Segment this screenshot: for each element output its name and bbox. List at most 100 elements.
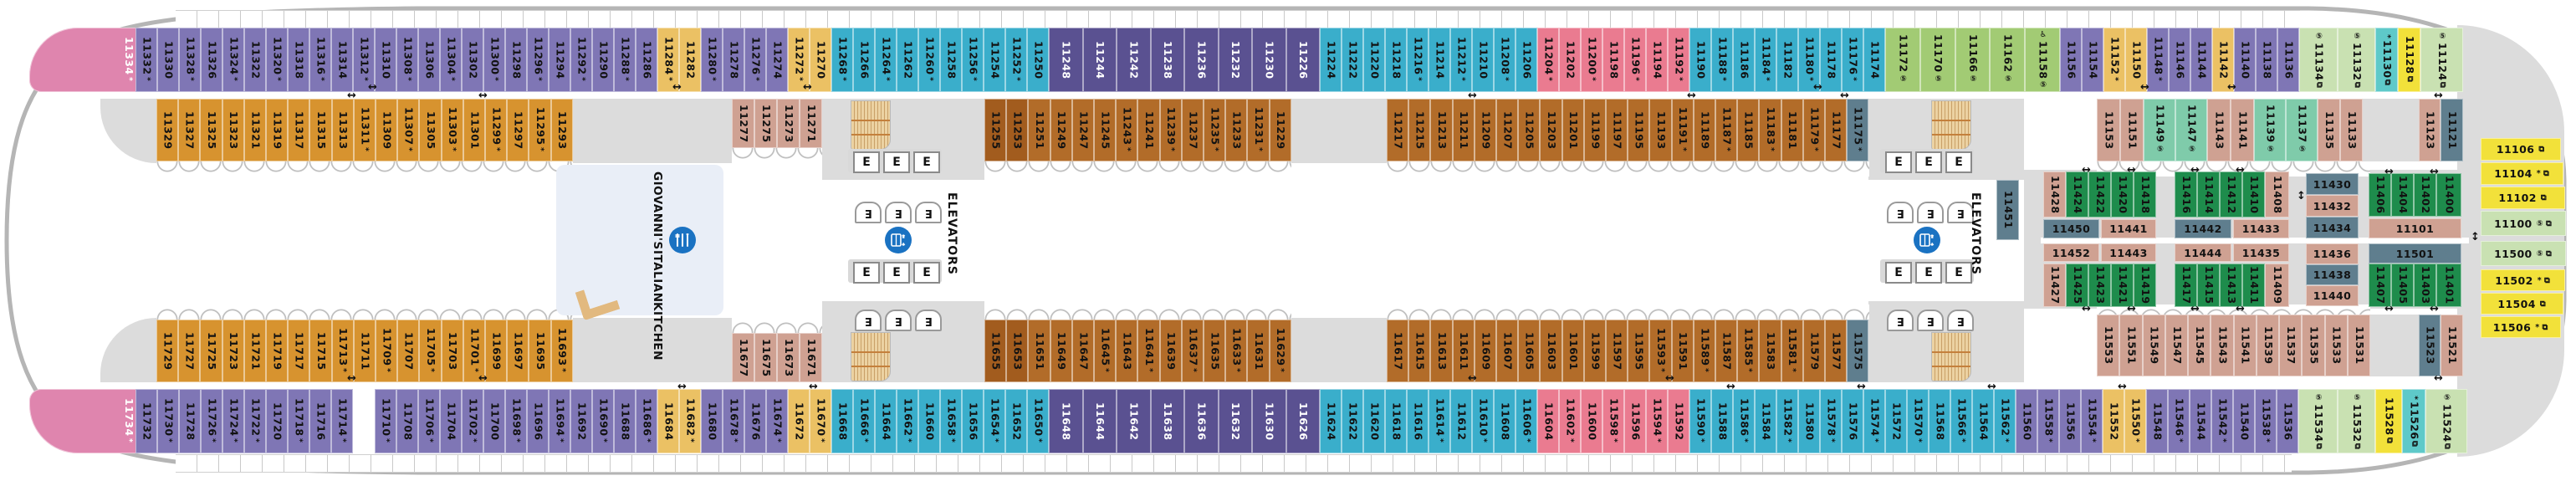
cabin-11705[interactable]: 11705* <box>419 320 442 382</box>
cabin-11136[interactable]: 11136 <box>2277 28 2299 92</box>
cabin-11617[interactable]: 11617 <box>1387 320 1409 382</box>
cabin-11703[interactable]: 11703 <box>441 320 463 382</box>
cabin-11181[interactable]: 11181 <box>1781 99 1803 161</box>
cabin-11622[interactable]: 11622 <box>1342 389 1363 453</box>
cabin-11400[interactable]: 11400 <box>2436 173 2461 217</box>
cabin-11682[interactable]: 11682* <box>679 389 701 453</box>
cabin-11276[interactable]: 11276* <box>744 28 766 92</box>
cabin-11322[interactable]: 11322 <box>244 28 266 92</box>
cabin-11245[interactable]: 11245 <box>1094 99 1117 161</box>
cabin-11653[interactable]: 11653 <box>1006 320 1029 382</box>
cabin-11104[interactable]: 11104 * ⧉ <box>2481 162 2563 185</box>
cabin-11644[interactable]: 11644 <box>1082 389 1117 453</box>
cabin-11696[interactable]: 11696 <box>527 389 549 453</box>
cabin-11206[interactable]: 11206 <box>1515 28 1537 92</box>
cabin-11697[interactable]: 11697 <box>507 320 529 382</box>
cabin-11451[interactable]: 11451 <box>1996 180 2019 240</box>
cabin-11214[interactable]: 11214 <box>1429 28 1450 92</box>
cabin-11417[interactable]: 11417 <box>2175 264 2197 307</box>
cabin-11152[interactable]: 11152* <box>2103 28 2125 92</box>
cabin-11262[interactable]: 11262 <box>897 28 918 92</box>
cabin-11213[interactable]: 11213 <box>1430 99 1453 161</box>
cabin-11302[interactable]: 11302 <box>462 28 483 92</box>
cabin-11218[interactable]: 11218 <box>1385 28 1407 92</box>
cabin-11440[interactable]: 11440 <box>2306 285 2359 306</box>
cabin-11534[interactable]: ⑤11534⧉ <box>2298 389 2338 453</box>
cabin-11610[interactable]: 11610* <box>1472 389 1494 453</box>
cabin-11585[interactable]: 11585* <box>1737 320 1760 382</box>
cabin-11606[interactable]: 11606* <box>1515 389 1537 453</box>
cabin-11549[interactable]: 11549 <box>2142 315 2165 376</box>
cabin-11651[interactable]: 11651 <box>1028 320 1050 382</box>
cabin-11183[interactable]: 11183* <box>1759 99 1781 161</box>
cabin-11564[interactable]: 11564 <box>1972 389 1994 453</box>
cabin-11236[interactable]: 11236 <box>1184 28 1219 92</box>
cabin-11501[interactable]: 11501 <box>2369 243 2461 264</box>
cabin-11272[interactable]: 11272* <box>788 28 810 92</box>
cabin-11711[interactable]: 11711 <box>353 320 376 382</box>
cabin-11158[interactable]: ♿11158⑤ <box>2025 28 2060 92</box>
cabin-11323[interactable]: 11323 <box>222 99 244 161</box>
cabin-11330[interactable]: 11330 <box>157 28 179 92</box>
cabin-11295[interactable]: 11295* <box>529 99 551 161</box>
cabin-11613[interactable]: 11613 <box>1430 320 1453 382</box>
cabin-11602[interactable]: 11602* <box>1559 389 1581 453</box>
cabin-11141[interactable]: 11141 <box>2231 99 2254 161</box>
cabin-11701[interactable]: 11701* <box>463 320 485 382</box>
cabin-11432[interactable]: 11432 <box>2306 195 2359 217</box>
cabin-11212[interactable]: 11212* <box>1450 28 1472 92</box>
cabin-11630[interactable]: 11630 <box>1252 389 1286 453</box>
cabin-11192[interactable]: 11192* <box>1668 28 1689 92</box>
cabin-11604[interactable]: 11604 <box>1537 389 1559 453</box>
cabin-11258[interactable]: 11258 <box>940 28 962 92</box>
cabin-11310[interactable]: 11310 <box>375 28 396 92</box>
cabin-11321[interactable]: 11321 <box>243 99 266 161</box>
cabin-11194[interactable]: 11194 <box>1646 28 1668 92</box>
cabin-11216[interactable]: 11216* <box>1407 28 1429 92</box>
cabin-11542[interactable]: 11542* <box>2211 389 2233 453</box>
cabin-11197[interactable]: 11197 <box>1606 99 1628 161</box>
cabin-11560[interactable]: 11560 <box>2016 389 2037 453</box>
cabin-11413[interactable]: 11413 <box>2220 264 2242 307</box>
cabin-11568[interactable]: 11568 <box>1929 389 1950 453</box>
cabin-11579[interactable]: 11579 <box>1802 320 1825 382</box>
cabin-11433[interactable]: 11433 <box>2233 219 2289 238</box>
cabin-11293[interactable]: 11293 <box>550 99 573 161</box>
cabin-11172[interactable]: 11172⑤ <box>1885 28 1920 92</box>
cabin-11595[interactable]: 11595 <box>1628 320 1650 382</box>
cabin-11284[interactable]: 11284* <box>657 28 679 92</box>
cabin-11694[interactable]: 11694* <box>549 389 570 453</box>
cabin-11502[interactable]: 11502 * ⧉ <box>2481 269 2565 291</box>
cabin-11523[interactable]: 11523 <box>2419 315 2441 376</box>
cabin-11672[interactable]: 11672 <box>788 389 810 453</box>
cabin-11243[interactable]: 11243* <box>1116 99 1138 161</box>
cabin-11256[interactable]: 11256* <box>962 28 984 92</box>
cabin-11612[interactable]: 11612 <box>1450 389 1472 453</box>
cabin-11415[interactable]: 11415 <box>2197 264 2220 307</box>
cabin-11638[interactable]: 11638 <box>1150 389 1184 453</box>
cabin-11436[interactable]: 11436 <box>2306 243 2359 264</box>
cabin-11304[interactable]: 11304* <box>440 28 462 92</box>
cabin-11424[interactable]: 11424 <box>2066 171 2088 217</box>
cabin-11324[interactable]: 11324* <box>222 28 244 92</box>
cabin-11700[interactable]: 11700 <box>483 389 505 453</box>
cabin-11422[interactable]: 11422 <box>2088 171 2111 217</box>
cabin-11536[interactable]: 11536 <box>2277 389 2298 453</box>
cabin-11548[interactable]: 11548 <box>2146 389 2168 453</box>
cabin-11443[interactable]: 11443 <box>2101 243 2156 262</box>
cabin-11578[interactable]: 11578* <box>1820 389 1842 453</box>
cabin-11292[interactable]: 11292* <box>570 28 592 92</box>
cabin-11420[interactable]: 11420 <box>2111 171 2134 217</box>
cabin-11202[interactable]: 11202 <box>1559 28 1581 92</box>
cabin-11624[interactable]: 11624 <box>1320 389 1342 453</box>
cabin-11521[interactable]: 11521 <box>2441 315 2463 376</box>
cabin-11419[interactable]: 11419 <box>2134 264 2156 307</box>
cabin-11648[interactable]: 11648 <box>1049 389 1083 453</box>
cabin-11102[interactable]: 11102 ⧉ <box>2481 187 2565 209</box>
cabin-11408[interactable]: 11408 <box>2265 171 2289 217</box>
cabin-11153[interactable]: 11153 <box>2097 99 2120 161</box>
cabin-11232[interactable]: 11232 <box>1218 28 1252 92</box>
cabin-11132[interactable]: ⑤11132⧉ <box>2338 28 2375 92</box>
cabin-11656[interactable]: 11656 <box>962 389 984 453</box>
cabin-11629[interactable]: 11629* <box>1269 320 1291 382</box>
